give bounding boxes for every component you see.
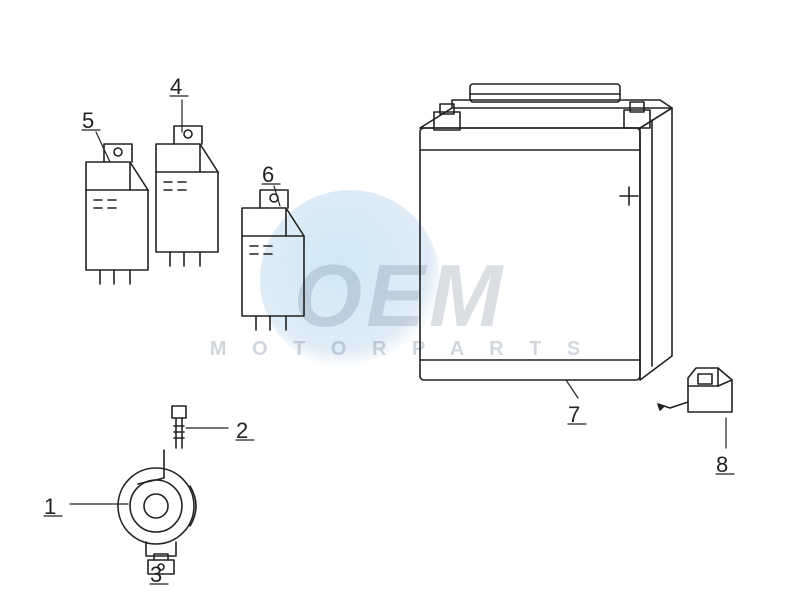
diagram-stage: { "diagram": { "type": "infographic", "w… bbox=[0, 0, 800, 600]
callout-6: 6 bbox=[262, 162, 274, 188]
horn-assembly bbox=[118, 406, 196, 574]
fuse-holder bbox=[658, 368, 732, 412]
callout-8: 8 bbox=[716, 452, 728, 478]
line-art bbox=[0, 0, 800, 600]
callout-5: 5 bbox=[82, 108, 94, 134]
callout-3: 3 bbox=[150, 562, 162, 588]
callout-1: 1 bbox=[44, 494, 56, 520]
callout-4: 4 bbox=[170, 74, 182, 100]
callout-2: 2 bbox=[236, 418, 248, 444]
battery bbox=[420, 84, 672, 380]
relay-a bbox=[156, 126, 218, 266]
callout-7: 7 bbox=[568, 402, 580, 428]
relay-c bbox=[242, 190, 304, 330]
bolt bbox=[172, 406, 186, 448]
relay-b bbox=[86, 144, 148, 284]
callout-lines bbox=[44, 96, 734, 584]
